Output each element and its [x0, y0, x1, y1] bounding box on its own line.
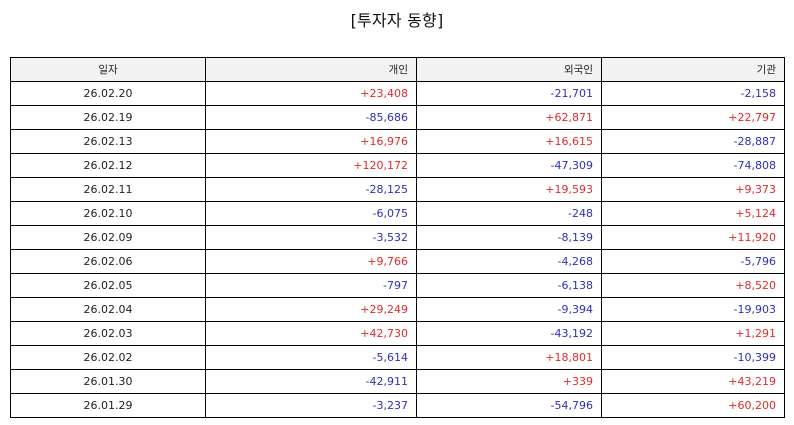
- cell-foreign: -248: [416, 201, 602, 226]
- cell-institution: +8,520: [601, 273, 785, 298]
- table-row: 26.02.06 +9,766 -4,268 -5,796: [10, 249, 785, 274]
- table-row: 26.01.29 -3,237 -54,796 +60,200: [10, 393, 785, 418]
- cell-date: 26.02.10: [10, 201, 206, 226]
- cell-date: 26.02.20: [10, 81, 206, 106]
- cell-foreign: -8,139: [416, 225, 602, 250]
- cell-institution: -5,796: [601, 249, 785, 274]
- investor-trend-table: 일자 개인 외국인 기관 26.02.20 +23,408 -21,701 -2,15…: [10, 57, 785, 418]
- cell-foreign: -43,192: [416, 321, 602, 346]
- cell-individual: -6,075: [205, 201, 417, 226]
- cell-date: 26.01.30: [10, 369, 206, 394]
- cell-individual: -28,125: [205, 177, 417, 202]
- cell-institution: +22,797: [601, 105, 785, 130]
- cell-institution: +11,920: [601, 225, 785, 250]
- cell-date: 26.02.05: [10, 273, 206, 298]
- cell-foreign: -47,309: [416, 153, 602, 178]
- cell-individual: -3,237: [205, 393, 417, 418]
- cell-individual: +29,249: [205, 297, 417, 322]
- table-row: 26.02.02 -5,614 +18,801 -10,399: [10, 345, 785, 370]
- cell-date: 26.01.29: [10, 393, 206, 418]
- column-header-foreign: 외국인: [416, 57, 602, 82]
- column-header-date: 일자: [10, 57, 206, 82]
- cell-individual: -85,686: [205, 105, 417, 130]
- table-row: 26.02.10 -6,075 -248 +5,124: [10, 201, 785, 226]
- cell-individual: +120,172: [205, 153, 417, 178]
- cell-institution: +60,200: [601, 393, 785, 418]
- cell-institution: -19,903: [601, 297, 785, 322]
- cell-date: 26.02.04: [10, 297, 206, 322]
- table-row: 26.01.30 -42,911 +339 +43,219: [10, 369, 785, 394]
- table-row: 26.02.11 -28,125 +19,593 +9,373: [10, 177, 785, 202]
- cell-foreign: -4,268: [416, 249, 602, 274]
- cell-foreign: +18,801: [416, 345, 602, 370]
- table-row: 26.02.13 +16,976 +16,615 -28,887: [10, 129, 785, 154]
- cell-institution: -2,158: [601, 81, 785, 106]
- cell-institution: +9,373: [601, 177, 785, 202]
- table-body: 26.02.20 +23,408 -21,701 -2,158 26.02.19 -85,…: [10, 81, 785, 418]
- cell-date: 26.02.09: [10, 225, 206, 250]
- cell-individual: +42,730: [205, 321, 417, 346]
- cell-foreign: -9,394: [416, 297, 602, 322]
- cell-institution: +5,124: [601, 201, 785, 226]
- cell-individual: -3,532: [205, 225, 417, 250]
- cell-individual: -797: [205, 273, 417, 298]
- cell-foreign: -54,796: [416, 393, 602, 418]
- cell-foreign: +16,615: [416, 129, 602, 154]
- cell-date: 26.02.03: [10, 321, 206, 346]
- cell-institution: -74,808: [601, 153, 785, 178]
- table-row: 26.02.19 -85,686 +62,871 +22,797: [10, 105, 785, 130]
- cell-date: 26.02.13: [10, 129, 206, 154]
- cell-institution: +1,291: [601, 321, 785, 346]
- cell-institution: -10,399: [601, 345, 785, 370]
- cell-individual: +9,766: [205, 249, 417, 274]
- table-header-row: 일자 개인 외국인 기관: [10, 57, 785, 82]
- cell-institution: -28,887: [601, 129, 785, 154]
- column-header-institution: 기관: [601, 57, 785, 82]
- cell-foreign: +62,871: [416, 105, 602, 130]
- column-header-individual: 개인: [205, 57, 417, 82]
- table-row: 26.02.09 -3,532 -8,139 +11,920: [10, 225, 785, 250]
- table-row: 26.02.05 -797 -6,138 +8,520: [10, 273, 785, 298]
- page-title: [투자자 동향]: [350, 11, 444, 30]
- cell-date: 26.02.12: [10, 153, 206, 178]
- table-row: 26.02.03 +42,730 -43,192 +1,291: [10, 321, 785, 346]
- table-row: 26.02.20 +23,408 -21,701 -2,158: [10, 81, 785, 106]
- cell-individual: +23,408: [205, 81, 417, 106]
- cell-individual: -5,614: [205, 345, 417, 370]
- table-row: 26.02.04 +29,249 -9,394 -19,903: [10, 297, 785, 322]
- cell-date: 26.02.06: [10, 249, 206, 274]
- cell-foreign: -21,701: [416, 81, 602, 106]
- cell-individual: -42,911: [205, 369, 417, 394]
- cell-foreign: +339: [416, 369, 602, 394]
- cell-individual: +16,976: [205, 129, 417, 154]
- cell-date: 26.02.02: [10, 345, 206, 370]
- cell-date: 26.02.11: [10, 177, 206, 202]
- table-row: 26.02.12 +120,172 -47,309 -74,808: [10, 153, 785, 178]
- cell-date: 26.02.19: [10, 105, 206, 130]
- cell-institution: +43,219: [601, 369, 785, 394]
- cell-foreign: -6,138: [416, 273, 602, 298]
- cell-foreign: +19,593: [416, 177, 602, 202]
